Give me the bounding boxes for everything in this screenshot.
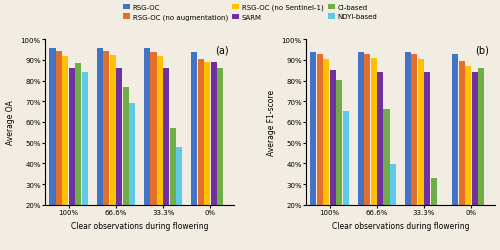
Bar	[458, 62, 464, 246]
Bar	[478, 69, 484, 246]
Bar	[164, 69, 170, 246]
Bar	[342, 111, 349, 246]
Bar	[217, 69, 223, 246]
Bar	[452, 54, 458, 246]
Bar	[324, 60, 330, 246]
Bar	[96, 49, 103, 246]
Bar	[176, 147, 182, 246]
Bar	[358, 52, 364, 246]
Bar	[50, 49, 56, 246]
Bar	[430, 178, 437, 246]
Bar	[76, 64, 82, 246]
Bar	[150, 52, 156, 246]
Bar	[336, 80, 342, 246]
Bar	[122, 88, 128, 246]
Bar	[110, 56, 116, 246]
Bar	[418, 60, 424, 246]
Bar	[170, 129, 176, 246]
Y-axis label: Average OA: Average OA	[6, 100, 15, 145]
Bar	[390, 165, 396, 246]
Bar	[465, 67, 471, 246]
Bar	[330, 71, 336, 246]
Bar	[384, 109, 390, 246]
Bar	[129, 104, 135, 246]
Bar	[69, 69, 75, 246]
Bar	[405, 52, 411, 246]
Bar	[364, 54, 370, 246]
Bar	[62, 56, 68, 246]
Bar	[56, 51, 62, 246]
Bar	[210, 63, 216, 246]
Bar	[157, 56, 163, 246]
X-axis label: Clear observations during flowering: Clear observations during flowering	[332, 221, 469, 230]
Bar	[191, 52, 198, 246]
Bar	[377, 73, 383, 246]
Bar	[424, 73, 430, 246]
Legend: RSG-OC, RSG-OC (no augmentation), RSG-OC (no Sentinel-1), SARM, CI-based, NDYI-b: RSG-OC, RSG-OC (no augmentation), RSG-OC…	[122, 4, 378, 22]
Bar	[144, 49, 150, 246]
Bar	[103, 51, 110, 246]
Bar	[472, 73, 478, 246]
Bar	[204, 63, 210, 246]
Bar	[82, 73, 88, 246]
Bar	[116, 69, 122, 246]
Text: (a): (a)	[215, 45, 228, 55]
Y-axis label: Average F1-score: Average F1-score	[267, 90, 276, 156]
Bar	[310, 52, 316, 246]
Bar	[370, 58, 376, 246]
Text: (b): (b)	[476, 45, 490, 55]
Bar	[437, 244, 444, 246]
X-axis label: Clear observations during flowering: Clear observations during flowering	[71, 221, 208, 230]
Bar	[412, 54, 418, 246]
Bar	[317, 54, 323, 246]
Bar	[198, 60, 204, 246]
